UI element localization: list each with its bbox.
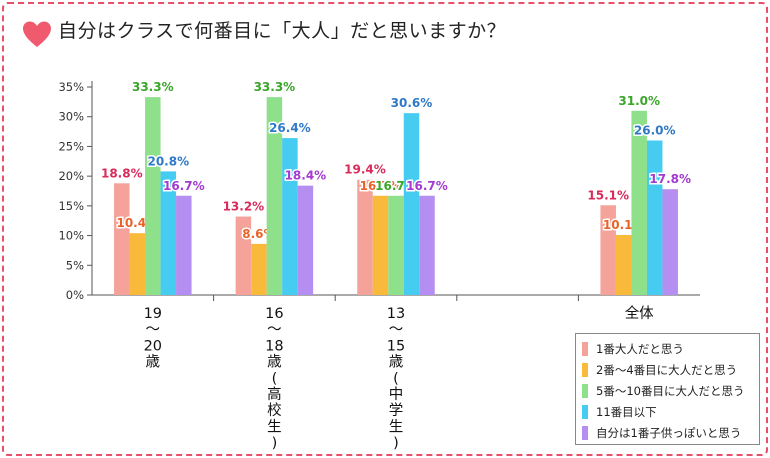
bar xyxy=(235,216,252,295)
category-label: 15 xyxy=(387,338,405,354)
bar xyxy=(372,195,389,295)
legend-item: 11番目以下 xyxy=(582,401,759,422)
y-tick-label: 5% xyxy=(66,258,84,272)
category-label: 歳 xyxy=(267,354,282,371)
data-label: 17.8% xyxy=(649,172,691,186)
y-tick-label: 15% xyxy=(58,199,84,213)
bar xyxy=(176,195,192,295)
data-label: 16.7% xyxy=(360,179,402,193)
y-tick-label: 35% xyxy=(58,80,84,94)
data-label: 15.1% xyxy=(587,188,629,202)
legend-swatch xyxy=(582,362,588,377)
bar xyxy=(600,205,616,295)
category-label: 全体 xyxy=(625,304,654,322)
category-label: ( xyxy=(272,371,278,387)
chart-title: 自分はクラスで何番目に「大人」だと思いますか？ xyxy=(58,20,507,42)
heart-icon xyxy=(23,21,51,47)
legend-swatch xyxy=(582,425,588,440)
bar xyxy=(631,110,647,296)
category-label: 学 xyxy=(389,402,404,419)
y-tick-label: 25% xyxy=(58,139,84,153)
legend-label: 2番〜4番目に大人だと思う xyxy=(596,362,738,377)
data-label: 18.8% xyxy=(101,166,143,180)
legend-swatch xyxy=(582,383,588,398)
data-label: 26.4% xyxy=(269,121,311,135)
bar xyxy=(145,97,161,295)
legend: 1番大人だと思う 2番〜4番目に大人だと思う 5番〜10番目に大人だと思う 11番目以… xyxy=(575,333,760,445)
category-label: 18 xyxy=(265,338,283,354)
category-label: 19 xyxy=(144,306,162,322)
bar xyxy=(129,233,146,295)
legend-label: 5番〜10番目に大人だと思う xyxy=(596,383,745,398)
category-label: 13 xyxy=(387,306,405,322)
legend-swatch xyxy=(582,341,588,356)
legend-item: 5番〜10番目に大人だと思う xyxy=(582,380,759,401)
category-label: ( xyxy=(393,371,399,387)
category-label: 中 xyxy=(389,386,404,403)
bar xyxy=(662,189,678,295)
legend-item: 自分は1番子供っぽいと思う xyxy=(582,422,759,443)
category-label: 生 xyxy=(267,418,282,435)
data-label: 33.3% xyxy=(254,80,296,94)
category-label: ) xyxy=(272,436,278,452)
bar xyxy=(282,138,298,295)
category-label: 生 xyxy=(389,418,404,435)
legend-label: 自分は1番子供っぽいと思う xyxy=(596,425,742,440)
category-label: 校 xyxy=(267,402,282,419)
bar xyxy=(160,171,177,295)
category-label: 〜 xyxy=(146,322,161,338)
legend-label: 1番大人だと思う xyxy=(596,341,684,356)
bar xyxy=(114,183,130,295)
data-label: 20.8% xyxy=(147,154,189,168)
bar xyxy=(615,234,632,295)
data-label: 26.0% xyxy=(634,123,676,137)
y-tick-label: 30% xyxy=(58,110,84,124)
y-tick-label: 0% xyxy=(66,288,84,302)
legend-item: 2番〜4番目に大人だと思う xyxy=(582,359,759,380)
category-label: 〜 xyxy=(389,322,404,338)
bar xyxy=(266,97,283,295)
data-label: 33.3% xyxy=(132,80,174,94)
bar xyxy=(357,179,373,295)
data-label: 18.4% xyxy=(285,169,327,183)
bar xyxy=(388,195,404,295)
category-label: 〜 xyxy=(267,322,282,338)
y-tick-label: 20% xyxy=(58,169,84,183)
bar xyxy=(403,113,420,295)
data-label: 16.7% xyxy=(163,179,205,193)
legend-label: 11番目以下 xyxy=(596,404,657,419)
bar xyxy=(646,140,663,295)
category-label: 16 xyxy=(265,306,283,322)
legend-item: 1番大人だと思う xyxy=(582,338,759,359)
category-label: 歳 xyxy=(146,354,161,371)
bar xyxy=(419,195,435,295)
data-label: 31.0% xyxy=(618,94,660,108)
legend-swatch xyxy=(582,404,588,419)
y-tick-label: 10% xyxy=(58,229,84,243)
data-label: 30.6% xyxy=(391,96,433,110)
category-label: ) xyxy=(393,436,399,452)
category-label: 高 xyxy=(267,386,282,403)
bar xyxy=(297,185,314,295)
bar xyxy=(251,243,267,295)
data-label: 13.2% xyxy=(223,200,265,214)
data-label: 16.7% xyxy=(406,179,448,193)
data-label: 19.4% xyxy=(344,163,386,177)
category-label: 20 xyxy=(144,338,162,354)
category-label: 歳 xyxy=(389,354,404,371)
